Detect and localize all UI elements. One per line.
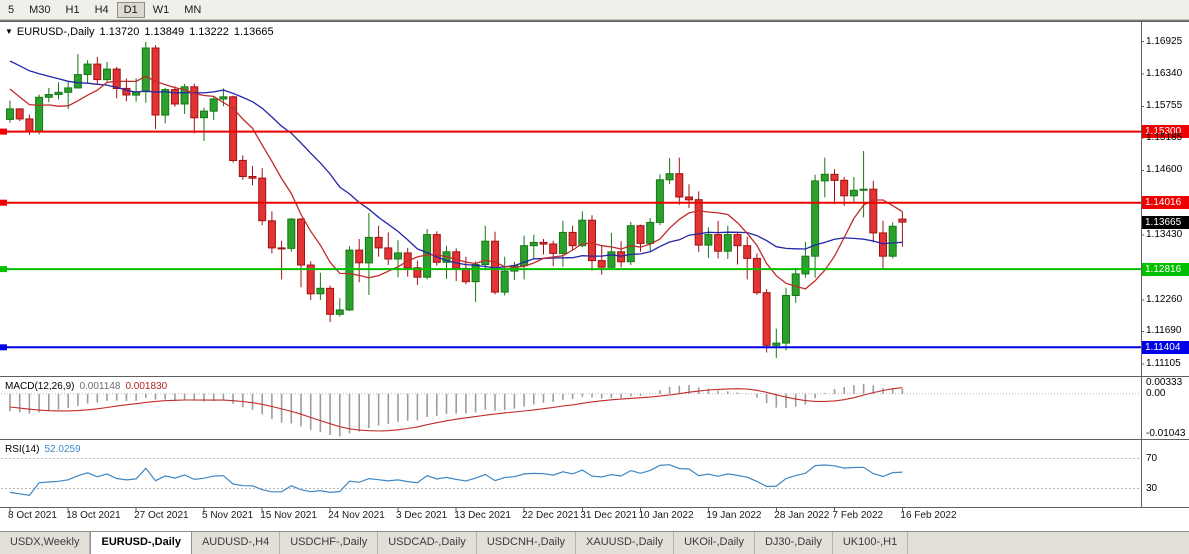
price-axis-label: 1.11105 — [1146, 357, 1181, 369]
macd-axis-zero-label: 0.00 — [1146, 387, 1166, 399]
date-axis-label: 15 Nov 2021 — [260, 510, 317, 521]
chart-tab-usdx-weekly[interactable]: USDX,Weekly — [0, 532, 91, 554]
chart-tab-usdchf-daily[interactable]: USDCHF-,Daily — [280, 532, 379, 554]
date-axis-label: 27 Oct 2021 — [134, 510, 189, 521]
timeframe-button-h4[interactable]: H4 — [94, 3, 109, 16]
ohlc-high: 1.13849 — [144, 26, 185, 38]
hline-left-marker — [0, 128, 7, 135]
chart-canvas[interactable] — [0, 21, 1189, 532]
ma-line-slow — [9, 60, 903, 269]
chart-symbol-label: EURUSD-,Daily — [16, 26, 95, 38]
chart-area[interactable]: ▼ EURUSD-,Daily 1.13720 1.13849 1.13222 1.136… — [0, 20, 1189, 531]
rsi-label: RSI(14) — [5, 444, 40, 455]
date-axis-label: 19 Jan 2022 — [706, 510, 762, 521]
date-axis-label: 7 Feb 2022 — [832, 510, 884, 521]
macd-signal-line — [9, 387, 903, 432]
macd-axis-min-label: -0.01043 — [1146, 428, 1186, 439]
rsi-value: 52.0259 — [44, 444, 81, 455]
rsi-line — [9, 464, 903, 497]
macd-value-signal: 0.001830 — [125, 381, 168, 392]
chart-tab-usdcnh-daily[interactable]: USDCNH-,Daily — [477, 532, 577, 554]
pane-borders — [0, 21, 1189, 512]
chart-tabbar: USDX,Weekly EURUSD-,Daily AUDUSD-,H4 USDCHF… — [0, 531, 1189, 554]
price-axis-label: 1.15755 — [1146, 100, 1183, 112]
chart-tab-ukoil-daily[interactable]: UKOil-,Daily — [674, 532, 755, 554]
macd-indicator-label: MACD(12,26,9) 0.001148 0.001830 — [5, 381, 172, 392]
chart-tab-dj30-daily[interactable]: DJ30-,Daily — [755, 532, 833, 554]
date-axis-label: 10 Jan 2022 — [638, 510, 694, 521]
date-axis-label: 24 Nov 2021 — [328, 510, 385, 521]
ohlc-low: 1.13222 — [189, 26, 229, 38]
date-axis-label: 16 Feb 2022 — [900, 510, 957, 521]
date-axis-label: 3 Dec 2021 — [396, 510, 448, 521]
date-axis-label: 28 Jan 2022 — [774, 510, 830, 521]
price-axis-label: 1.14600 — [1146, 164, 1183, 176]
rsi-indicator-label: RSI(14) 52.0259 — [5, 444, 86, 455]
timeframe-button-mn[interactable]: MN — [184, 3, 202, 16]
timeframe-button-d1[interactable]: D1 — [116, 1, 145, 18]
current-price-badge: 1.13665 — [1142, 215, 1189, 229]
timeframe-button-m30[interactable]: M30 — [29, 3, 51, 16]
rsi-level-label-30: 30 — [1146, 482, 1158, 494]
chart-header: ▼ EURUSD-,Daily 1.13720 1.13849 1.13222 1.136… — [5, 26, 279, 38]
price-axis-label: 1.16925 — [1146, 35, 1183, 47]
macd-value-main: 0.001148 — [79, 381, 121, 392]
ohlc-open: 1.13720 — [99, 26, 140, 38]
chart-tab-uk100-h1[interactable]: UK100-,H1 — [833, 532, 909, 554]
chart-tab-audusd-h4[interactable]: AUDUSD-,H4 — [192, 532, 281, 554]
date-axis-label: 8 Oct 2021 — [8, 510, 57, 521]
price-axis-label: 1.16340 — [1146, 68, 1183, 80]
price-line-badge-1.15300: 1.15300 — [1142, 125, 1189, 139]
price-axis-label: 1.15185 — [1146, 131, 1183, 143]
chart-tab-usdcad-daily[interactable]: USDCAD-,Daily — [378, 532, 477, 554]
price-axis-label: 1.12260 — [1146, 293, 1183, 305]
hline-left-marker — [0, 266, 7, 273]
macd-axis-max-label: 0.00333 — [1146, 377, 1183, 388]
price-axis-label: 1.13430 — [1146, 229, 1183, 241]
timeframe-button-h1[interactable]: H1 — [65, 3, 80, 16]
date-axis-label: 5 Nov 2021 — [202, 510, 254, 521]
ohlc-close: 1.13665 — [233, 26, 274, 38]
hline-left-marker — [0, 199, 7, 206]
timeframe-toolbar: 5 M30 H1 H4 D1 W1 MN — [0, 0, 1189, 20]
date-axis-label: 31 Dec 2021 — [580, 510, 638, 521]
rsi-level-label-70: 70 — [1146, 452, 1158, 464]
date-axis-label: 13 Dec 2021 — [454, 510, 511, 521]
timeframe-button-w1[interactable]: W1 — [152, 3, 170, 16]
date-axis-label: 18 Oct 2021 — [66, 510, 121, 521]
price-line-badge-1.12816: 1.12816 — [1142, 262, 1189, 276]
hline-left-marker — [0, 344, 7, 351]
macd-label: MACD(12,26,9) — [5, 381, 75, 392]
candlestick-series — [6, 41, 907, 359]
price-line-badge-1.11404: 1.11404 — [1142, 340, 1189, 354]
date-axis-label: 22 Dec 2021 — [522, 510, 579, 521]
price-line-badge-1.14016: 1.14016 — [1142, 196, 1189, 210]
chart-tab-xauusd-daily[interactable]: XAUUSD-,Daily — [576, 532, 675, 554]
ma-line-fast — [9, 75, 903, 290]
timeframe-button-5[interactable]: 5 — [8, 3, 15, 16]
price-axis-label: 1.11690 — [1146, 325, 1182, 337]
chart-tab-eurusd-daily[interactable]: EURUSD-,Daily — [90, 532, 192, 554]
collapse-chart-icon[interactable]: ▼ — [5, 27, 13, 36]
